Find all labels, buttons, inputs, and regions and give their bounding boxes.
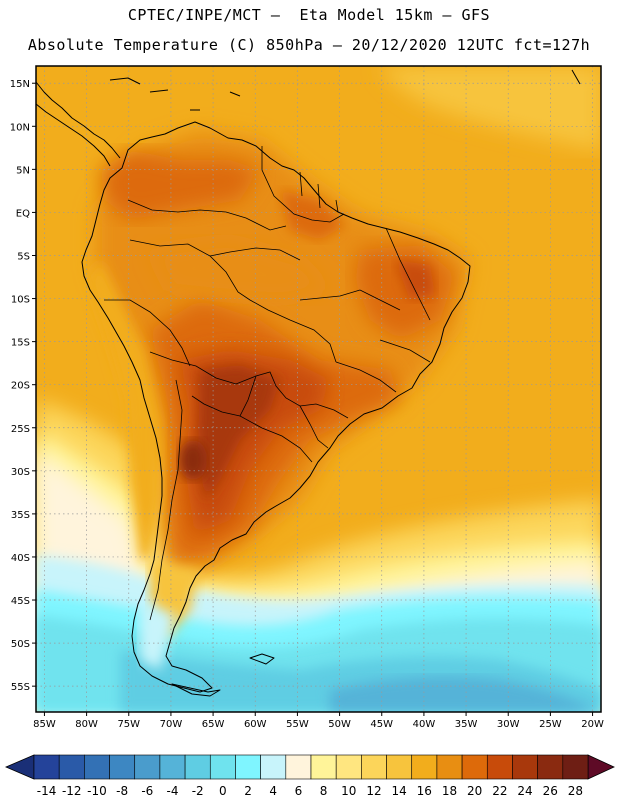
lon-tick-label: 65W	[202, 719, 225, 730]
lon-tick-label: 30W	[497, 719, 520, 730]
colorbar-label: -10	[87, 784, 107, 798]
colorbar-swatch	[84, 754, 110, 780]
temperature-colorbar: -14 -12 -10 -8 -6 -4 -2 0 2 4 6 8 10 12 14 16 18 20 22 24 26…	[4, 754, 615, 798]
coastlines	[36, 69, 581, 697]
colorbar-label: -12	[62, 784, 82, 798]
lon-tick-label: 60W	[244, 719, 267, 730]
colorbar-label: 2	[244, 784, 252, 798]
colorbar-swatch	[436, 754, 463, 780]
colorbar-swatch	[537, 754, 564, 780]
lat-tick-label: EQ	[16, 208, 30, 219]
colorbar-swatch	[235, 754, 261, 780]
map-title-line-2: Absolute Temperature (C) 850hPa – 20/12/…	[27, 36, 591, 54]
colorbar-label: 6	[295, 784, 303, 798]
colorbar-swatch	[134, 754, 161, 780]
colorbar-swatch	[486, 754, 513, 780]
colorbar-label: 0	[219, 784, 227, 798]
colorbar-label: -6	[141, 784, 153, 798]
lon-tick-label: 25W	[539, 719, 562, 730]
lat-tick-label: 10S	[11, 295, 30, 306]
colorbar-label: 24	[517, 784, 532, 798]
colorbar-swatch	[159, 754, 186, 780]
colorbar-high-arrow	[587, 754, 615, 780]
longitude-axis: 85W 80W 75W 70W 65W 60W 55W 50W 45W 40W 35W 30W 25W 2…	[33, 712, 604, 730]
central-america-coastline	[36, 81, 121, 167]
lon-tick-label: 45W	[370, 719, 393, 730]
colorbar-label: 18	[442, 784, 457, 798]
lon-tick-label: 85W	[33, 719, 56, 730]
temperature-field	[36, 66, 601, 712]
lat-tick-label: 40S	[11, 553, 30, 564]
colorbar-label: 4	[269, 784, 277, 798]
lon-tick-label: 40W	[413, 719, 436, 730]
lon-tick-label: 55W	[286, 719, 309, 730]
lat-tick-label: 15S	[11, 338, 30, 349]
colorbar-swatch	[209, 754, 236, 780]
lon-tick-label: 75W	[117, 719, 140, 730]
colorbar-label: 8	[320, 784, 328, 798]
colorbar-label: 12	[366, 784, 381, 798]
falkland-islands	[249, 653, 275, 665]
lat-tick-label: 30S	[11, 467, 30, 478]
colorbar-label: 20	[467, 784, 482, 798]
lat-tick-label: 10N	[10, 122, 30, 133]
colorbar-label: -4	[167, 784, 179, 798]
colorbar-swatch	[260, 754, 287, 780]
lat-tick-label: 45S	[11, 596, 30, 607]
colorbar-swatch	[386, 754, 413, 780]
lon-tick-label: 20W	[581, 719, 604, 730]
colorbar-swatch	[512, 754, 538, 780]
colorbar-swatch	[310, 754, 337, 780]
colorbar-label: 16	[417, 784, 432, 798]
lat-tick-label: 20S	[11, 381, 30, 392]
colorbar-swatch	[285, 754, 312, 780]
colorbar-label: -2	[192, 784, 204, 798]
colorbar-label: -8	[116, 784, 128, 798]
colorbar-swatch	[335, 754, 362, 780]
country-borders	[104, 146, 431, 621]
colorbar-label: 28	[568, 784, 583, 798]
colorbar-label: 14	[391, 784, 406, 798]
lat-tick-label: 35S	[11, 510, 30, 521]
tierra-del-fuego	[171, 683, 221, 697]
colorbar-swatch	[184, 754, 211, 780]
map-title-line-1: CPTEC/INPE/MCT – Eta Model 15km – GFS	[127, 6, 491, 24]
lat-tick-label: 50S	[11, 639, 30, 650]
lon-tick-label: 50W	[328, 719, 351, 730]
colorbar-swatch	[109, 754, 136, 780]
lon-tick-label: 70W	[160, 719, 183, 730]
lat-tick-label: 5N	[16, 165, 30, 176]
south-america-coastline	[81, 121, 471, 693]
colorbar-label: 26	[543, 784, 558, 798]
lon-tick-label: 35W	[455, 719, 478, 730]
latitude-axis: 15N 10N 5N EQ 5S 10S 15S 20S 25S 30S 35S 40S 45S 50S 5…	[10, 79, 36, 693]
map-frame	[35, 65, 602, 713]
lat-tick-label: 5S	[17, 251, 30, 262]
caribbean-islands	[109, 69, 581, 111]
colorbar-swatch	[461, 754, 488, 780]
lat-tick-label: 55S	[11, 682, 30, 693]
colorbar-swatch	[58, 754, 85, 780]
colorbar-label: 22	[492, 784, 507, 798]
colorbar-swatch	[33, 754, 60, 780]
colorbar-swatch	[562, 754, 589, 780]
colorbar-label: -14	[37, 784, 57, 798]
colorbar-low-arrow	[4, 754, 35, 780]
colorbar-swatch	[361, 754, 387, 780]
lat-tick-label: 25S	[11, 424, 30, 435]
colorbar-label: 10	[341, 784, 356, 798]
lon-tick-label: 80W	[75, 719, 98, 730]
colorbar-swatch	[411, 754, 438, 780]
lat-tick-label: 15N	[10, 79, 30, 90]
